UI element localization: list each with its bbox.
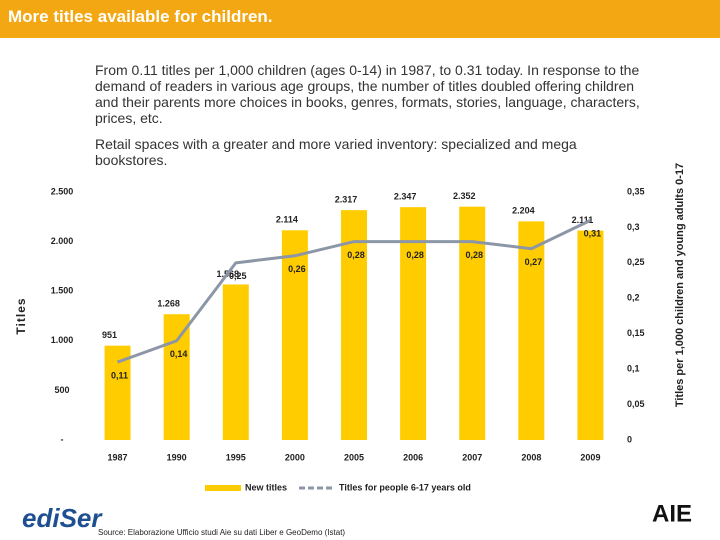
line-value-label: 0,11: [111, 370, 128, 380]
legend-label: New titles: [245, 482, 287, 492]
logo: ediSer: [22, 503, 103, 533]
x-tick-label: 2007: [462, 452, 482, 462]
y-tick-label: 1.000: [51, 335, 74, 345]
line-value-label: 0,31: [584, 229, 602, 239]
x-tick-label: 1990: [167, 452, 187, 462]
y2-tick-label: 0,25: [627, 257, 645, 267]
line-value-label: 0,26: [288, 264, 306, 274]
bar-value-label: 2.317: [335, 195, 358, 205]
bar-value-label: 2.347: [394, 192, 417, 202]
x-tick-label: 1995: [226, 452, 246, 462]
logo: AIE: [652, 500, 692, 527]
x-tick-label: 2005: [344, 452, 364, 462]
bar-value-label: 1.268: [157, 299, 180, 309]
line-value-label: 0,28: [406, 250, 424, 260]
slide-title: More titles available for children.: [8, 7, 273, 26]
x-tick-label: 2000: [285, 452, 305, 462]
y-tick-label: 1.500: [51, 286, 74, 296]
line: [117, 218, 592, 364]
x-tick-label: 1987: [108, 452, 128, 462]
y2-tick-label: 0,3: [627, 222, 640, 232]
line-value-label: 0,28: [465, 250, 483, 260]
legend-swatch: [205, 485, 241, 491]
x-tick-label: 2006: [403, 452, 423, 462]
y-axis-label: Titles: [14, 297, 28, 334]
line-value-label: 0,27: [525, 257, 543, 267]
bar: [400, 207, 427, 440]
y-tick-label: 2.000: [51, 236, 74, 246]
y-tick-label: 2.500: [51, 186, 74, 196]
line-value-label: 0,28: [347, 250, 365, 260]
bar: [341, 210, 367, 440]
bar: [281, 230, 308, 440]
line-value-label: 0,25: [229, 271, 247, 281]
paragraph: Retail spaces with a greater and more va…: [95, 136, 577, 168]
header: More titles available for children.: [0, 0, 720, 38]
bar: [222, 284, 249, 440]
y-tick-label: -: [61, 434, 64, 444]
y2-tick-label: 0,1: [627, 364, 640, 374]
bar-value-label: 951: [102, 330, 117, 340]
line-value-label: 0,14: [170, 349, 188, 359]
bar: [518, 221, 545, 440]
bar: [577, 230, 604, 440]
bar-value-label: 2.352: [453, 191, 476, 201]
bar: [459, 206, 486, 440]
x-tick-label: 2009: [580, 452, 600, 462]
legend-label: Titles for people 6-17 years old: [339, 482, 471, 492]
source: Source: Elaborazione Ufficio studi Aie s…: [98, 528, 345, 537]
bar-value-label: 2.204: [512, 206, 535, 216]
y-tick-label: 500: [54, 385, 69, 395]
bar-value-label: 2.114: [276, 215, 298, 225]
y2-tick-label: 0,2: [627, 293, 640, 303]
y2-tick-label: 0,05: [627, 399, 645, 409]
bar: [163, 314, 190, 440]
paragraph: From 0.11 titles per 1,000 children (age…: [95, 62, 640, 126]
x-tick-label: 2008: [521, 452, 541, 462]
y2-tick-label: 0,15: [627, 328, 645, 338]
y2-tick-label: 0: [627, 434, 632, 444]
y2-tick-label: 0,35: [627, 186, 645, 196]
bar-value-label: 2.111: [572, 215, 594, 225]
y2-axis-label: Titles per 1,000 children and young adul…: [674, 163, 686, 407]
